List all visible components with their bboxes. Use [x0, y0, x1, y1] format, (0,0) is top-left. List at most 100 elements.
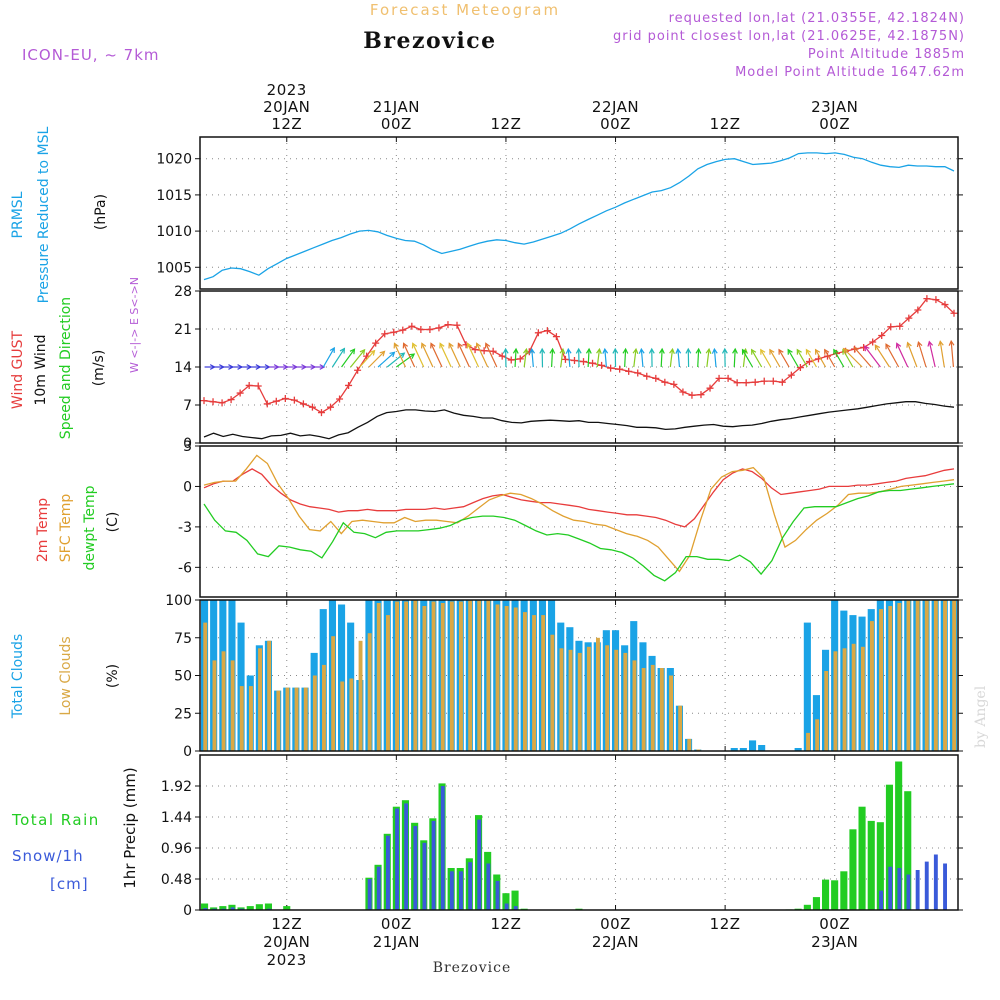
- gust-marker: [281, 394, 289, 402]
- bar-snow-1h: [376, 866, 381, 910]
- gust-marker: [661, 378, 669, 386]
- gust-marker: [290, 396, 298, 404]
- bar-low-clouds: [614, 649, 619, 751]
- gust-marker: [878, 332, 886, 340]
- y-tick-label: 0.96: [161, 841, 192, 857]
- wind-arrow-head: [369, 349, 376, 356]
- wind-arrow-head: [874, 344, 881, 351]
- bar-low-clouds: [376, 603, 381, 751]
- wind-arrow: [742, 349, 747, 368]
- gust-marker: [507, 356, 515, 364]
- time-label-top: 12Z: [491, 115, 522, 133]
- panel-precipitation: 0 0.48 0.96 1.44 1.92: [161, 754, 963, 919]
- wind-arrow-head: [721, 347, 728, 354]
- bar-low-clouds: [239, 686, 244, 751]
- wind-arrow: [713, 349, 717, 368]
- bar-low-clouds: [943, 600, 947, 751]
- time-label-top: 21JAN: [373, 98, 420, 116]
- wind-arrow: [733, 348, 736, 368]
- wind-arrow: [412, 343, 425, 368]
- bar-total-rain: [201, 903, 209, 910]
- speed-direction-label: Speed and Direction: [58, 297, 74, 439]
- snow-label: Snow/1h: [12, 847, 84, 865]
- bar-total-rain: [246, 906, 254, 910]
- wind-arrow-head: [916, 340, 923, 348]
- series-line-prmsl: [203, 152, 955, 281]
- bar-total-rain: [264, 903, 272, 910]
- bar-low-clouds: [486, 600, 491, 751]
- wind-arrow: [751, 349, 763, 368]
- gust-marker: [543, 327, 551, 335]
- bar-total-rain: [904, 791, 912, 910]
- time-label-bottom: 00Z: [381, 915, 412, 933]
- bar-snow-1h: [413, 826, 418, 910]
- wind-arrow-head: [612, 347, 619, 354]
- bar-low-clouds: [331, 636, 336, 751]
- wind-arrow: [421, 343, 434, 368]
- gust-marker: [435, 324, 443, 332]
- wind-arrow: [430, 343, 443, 368]
- bar-low-clouds: [322, 664, 326, 751]
- wind-arrow: [833, 349, 845, 368]
- bar-snow-1h: [513, 906, 518, 910]
- wind-arrow-head: [439, 342, 445, 349]
- point-altitude: Point Altitude 1885m: [808, 47, 965, 62]
- time-label-top: 2023: [267, 81, 307, 99]
- bar-low-clouds: [285, 687, 290, 751]
- bar-low-clouds: [888, 606, 893, 751]
- wind-arrow: [457, 343, 470, 368]
- bar-total-rain: [502, 893, 510, 910]
- wind-arrow-head: [409, 353, 416, 359]
- bar-total-rain: [812, 897, 820, 910]
- wind-arrow-head: [732, 347, 738, 354]
- time-label-bottom: 00Z: [600, 915, 631, 933]
- bar-low-clouds: [230, 660, 235, 751]
- bar-low-clouds: [815, 719, 820, 751]
- wind-arrow: [633, 349, 637, 368]
- y-tick-label: 28: [174, 284, 192, 300]
- time-label-top: 12Z: [271, 115, 302, 133]
- y-tick-label: -3: [178, 520, 192, 536]
- wind-arrow-head: [575, 347, 582, 354]
- gust-marker: [670, 380, 678, 388]
- gust-marker: [317, 409, 325, 417]
- wind-arrow-head: [695, 347, 702, 354]
- bar-low-clouds: [650, 664, 655, 751]
- wind-arrow: [928, 341, 936, 368]
- panel-frame: [199, 445, 959, 598]
- gust-marker: [607, 364, 615, 372]
- gust-marker: [336, 395, 344, 403]
- bar-total-clouds: [338, 604, 346, 751]
- wind-arrow-head: [632, 347, 639, 355]
- requested-coords: requested lon,lat (21.0355E, 42.1824N): [669, 11, 965, 26]
- bar-low-clouds: [952, 600, 957, 751]
- gust-marker: [932, 296, 940, 304]
- gust-marker: [399, 326, 407, 334]
- bar-snow-1h: [367, 879, 372, 910]
- wind-arrow-head: [484, 342, 491, 349]
- bar-snow-1h: [888, 866, 893, 910]
- y-tick-label: 0: [183, 744, 192, 760]
- bar-low-clouds: [349, 678, 354, 751]
- bar-snow-1h: [504, 903, 509, 910]
- bar-total-rain: [511, 890, 519, 910]
- model-point-altitude: Model Point Altitude 1647.62m: [735, 65, 965, 80]
- wind-arrow-head: [379, 350, 386, 357]
- wind-arrow-head: [349, 348, 356, 355]
- bar-low-clouds: [586, 646, 591, 751]
- gust-marker: [552, 333, 560, 341]
- wind-arrow-head: [539, 347, 546, 354]
- y-tick-label: 0: [183, 436, 192, 452]
- y-tick-label: 25: [174, 706, 192, 722]
- gust-marker: [372, 339, 380, 347]
- y-tick-label: 50: [174, 669, 192, 685]
- gust-marker: [796, 364, 804, 372]
- bar-low-clouds: [477, 600, 482, 751]
- wind-arrow: [787, 349, 799, 368]
- bar-low-clouds: [678, 705, 683, 751]
- location-title: Brezovice: [363, 28, 496, 54]
- bar-low-clouds: [294, 687, 299, 751]
- y-tick-label: 0.48: [161, 872, 192, 888]
- bar-low-clouds: [312, 675, 317, 751]
